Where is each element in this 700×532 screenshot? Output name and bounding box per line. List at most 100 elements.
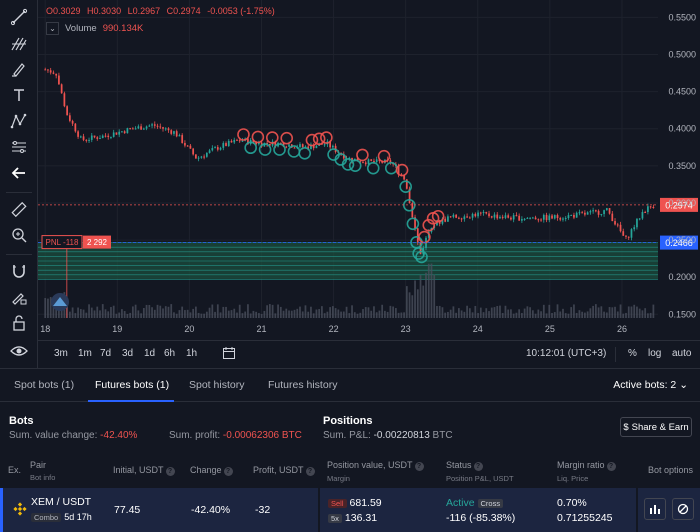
share-earn-button[interactable]: $ Share & Earn xyxy=(620,417,692,437)
help-icon[interactable]: ? xyxy=(414,462,424,471)
volume-bar xyxy=(403,312,405,318)
candle-body xyxy=(225,143,227,146)
tab-spot-history[interactable]: Spot history xyxy=(189,379,245,391)
col-liq-price-sub: Liq. Price xyxy=(557,474,589,483)
chart-bottom-bar: 3m 1m 7d 3d 1d 6h 1h 10:12:01 (UTC+3) % … xyxy=(38,340,700,368)
lock-drawing-tool[interactable] xyxy=(8,286,30,308)
volume-bar xyxy=(170,304,173,318)
candle-body xyxy=(531,217,534,219)
magnet-tool[interactable] xyxy=(8,260,30,282)
volume-bar xyxy=(433,274,436,318)
range-7d[interactable]: 7d xyxy=(100,348,112,359)
percent-toggle[interactable]: % xyxy=(628,348,637,359)
volume-bar xyxy=(208,307,211,318)
candle-body xyxy=(55,73,58,76)
active-bots-dropdown[interactable]: Active bots: 2 ⌄ xyxy=(613,379,688,391)
clock[interactable]: 10:12:01 (UTC+3) xyxy=(526,348,607,359)
sell-marker xyxy=(320,131,333,144)
time-tick-label: 26 xyxy=(617,324,627,334)
trend-line-tool[interactable] xyxy=(8,6,30,28)
margin-ratio: 0.70% xyxy=(557,497,587,509)
range-1m[interactable]: 1m xyxy=(78,348,92,359)
pair-name[interactable]: XEM / USDT xyxy=(31,496,92,508)
volume-bar xyxy=(337,309,340,318)
range-1d[interactable]: 1d xyxy=(144,348,156,359)
volume-bar xyxy=(71,307,74,318)
volume-bar xyxy=(608,307,611,318)
stop-bot-button[interactable] xyxy=(672,498,694,520)
candle-body xyxy=(573,214,575,218)
candle-body xyxy=(647,206,649,213)
volume-bar xyxy=(162,308,164,318)
ruler-tool[interactable] xyxy=(8,198,30,220)
range-1h[interactable]: 1h xyxy=(186,348,198,359)
pattern-tool[interactable] xyxy=(8,110,30,132)
volume-bar xyxy=(625,312,627,318)
candle-body xyxy=(630,229,633,238)
volume-bar xyxy=(241,313,244,318)
help-icon[interactable]: ? xyxy=(606,462,616,471)
candle-body xyxy=(447,216,449,222)
candle-body xyxy=(562,218,564,220)
candle-body xyxy=(342,154,345,159)
bot-stats-button[interactable] xyxy=(644,498,666,520)
table-row[interactable]: XEM / USDT Combo 5d 17h 77.45 -42.40% -32… xyxy=(0,488,700,532)
toolbar-divider xyxy=(6,254,32,255)
fib-tool[interactable] xyxy=(8,32,30,54)
candle-body xyxy=(195,154,197,159)
volume-bar xyxy=(293,309,296,318)
candles xyxy=(44,67,655,256)
range-3m[interactable]: 3m xyxy=(54,348,68,359)
volume-bar xyxy=(529,307,531,318)
current-price-label: 0.2974 xyxy=(665,200,693,210)
candle-body xyxy=(496,214,499,219)
volume-bar xyxy=(378,310,381,318)
volume-bar xyxy=(531,310,534,318)
auto-toggle[interactable]: auto xyxy=(672,348,692,359)
help-icon[interactable]: ? xyxy=(223,467,233,476)
position-tool[interactable] xyxy=(8,136,30,158)
volume-bar xyxy=(104,309,107,318)
collapse-legend-button[interactable]: ⌄ xyxy=(46,22,59,35)
volume-bar xyxy=(279,306,282,318)
status-badge: Active xyxy=(446,497,475,509)
volume-bar xyxy=(110,307,112,318)
tab-spot-bots[interactable]: Spot bots (1) xyxy=(14,379,75,391)
candle-body xyxy=(184,142,186,146)
tab-futures-history[interactable]: Futures history xyxy=(268,379,338,391)
candle-body xyxy=(364,162,367,165)
back-button[interactable] xyxy=(8,162,30,184)
candle-body xyxy=(216,147,219,150)
text-tool[interactable] xyxy=(8,84,30,106)
volume-bar xyxy=(425,272,427,318)
help-icon[interactable]: ? xyxy=(305,467,315,476)
log-toggle[interactable]: log xyxy=(648,348,662,359)
help-icon[interactable]: ? xyxy=(473,462,483,471)
candle-body xyxy=(47,69,49,71)
candle-body xyxy=(167,128,170,131)
volume-bar xyxy=(68,311,71,318)
candle-body xyxy=(93,135,96,138)
zoom-tool[interactable] xyxy=(8,224,30,246)
summary-panel: Bots Sum. value change: -42.40% Sum. pro… xyxy=(0,402,700,452)
volume-bar xyxy=(342,311,345,318)
range-3d[interactable]: 3d xyxy=(122,348,134,359)
tab-futures-bots[interactable]: Futures bots (1) xyxy=(95,379,170,391)
range-6h[interactable]: 6h xyxy=(164,348,176,359)
volume-bar xyxy=(408,292,411,318)
volume-bar xyxy=(542,304,545,318)
volume-bar xyxy=(227,310,230,318)
cancel-icon xyxy=(677,503,689,515)
volume-bar xyxy=(644,308,647,318)
date-range-button[interactable] xyxy=(222,346,236,363)
volume-bar xyxy=(129,312,132,318)
brush-tool[interactable] xyxy=(8,58,30,80)
buy-marker xyxy=(366,161,380,175)
candle-body xyxy=(523,218,526,220)
volume-bar xyxy=(551,312,553,318)
candle-body xyxy=(493,214,496,218)
help-icon[interactable]: ? xyxy=(165,467,175,476)
lock-tool[interactable] xyxy=(8,312,30,334)
visibility-tool[interactable] xyxy=(8,340,30,362)
